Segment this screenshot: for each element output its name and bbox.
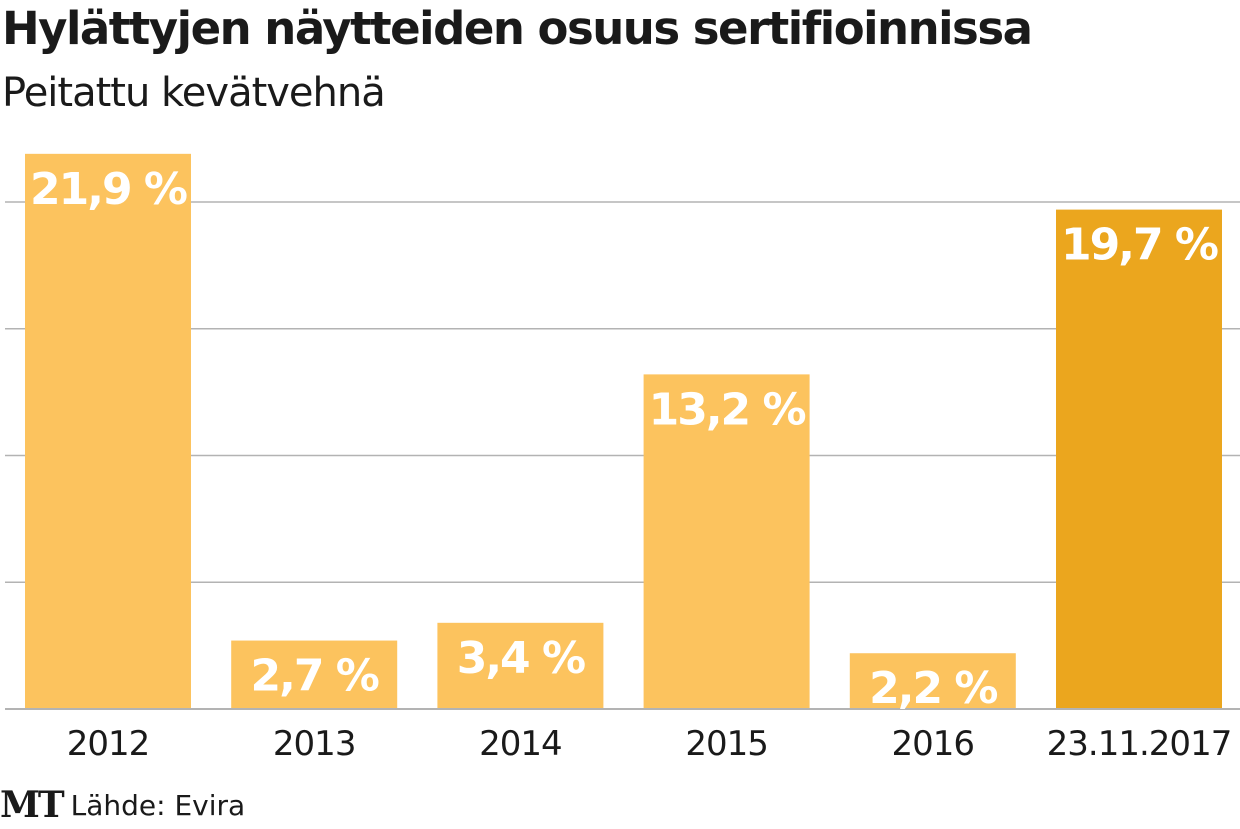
x-tick-label-2013: 2013	[273, 724, 356, 764]
chart-title: Hylättyjen näytteiden osuus sertifioinni…	[2, 2, 1033, 55]
mt-logo: MT	[0, 784, 65, 826]
source-footer: MT Lähde: Evira	[0, 784, 246, 826]
value-label-2014: 3,4 %	[457, 633, 585, 684]
x-tick-label-2014: 2014	[479, 724, 562, 764]
source-text: Lähde: Evira	[70, 788, 246, 822]
value-label-23.11.2017: 19,7 %	[1061, 220, 1218, 271]
bar-2014	[437, 622, 604, 708]
bar-chart: 21,9 %2,7 % 3,4 %13,2 %2,2 %19,7 % 2012 20…	[5, 153, 1240, 764]
x-tick-labels: 2012 2013 2014 2015 2016 23.11.2017	[67, 724, 1233, 764]
chart-subtitle: Peitattu kevätvehnä	[2, 70, 386, 116]
x-tick-label-2012: 2012	[67, 724, 150, 764]
value-label-2012: 21,9 %	[30, 164, 187, 215]
bar-2015	[643, 374, 810, 708]
bar-2012	[25, 153, 191, 708]
x-tick-label-23.11.2017: 23.11.2017	[1047, 724, 1232, 764]
bars	[25, 153, 1222, 709]
x-tick-label-2015: 2015	[685, 724, 768, 764]
bar-2013	[231, 640, 398, 708]
value-labels: 21,9 % 2,7 % 3,4 % 13,2 % 2,2 % 19,7 %	[30, 164, 1220, 714]
value-label-2016: 2,2 %	[869, 663, 997, 714]
bar-23.11.2017	[1056, 209, 1222, 709]
value-label-2013: 2,7 %	[251, 651, 379, 702]
gridlines	[5, 201, 1240, 710]
x-tick-label-2016: 2016	[892, 724, 975, 764]
value-label-2015: 13,2 %	[649, 384, 806, 435]
bar-2016	[849, 653, 1016, 708]
